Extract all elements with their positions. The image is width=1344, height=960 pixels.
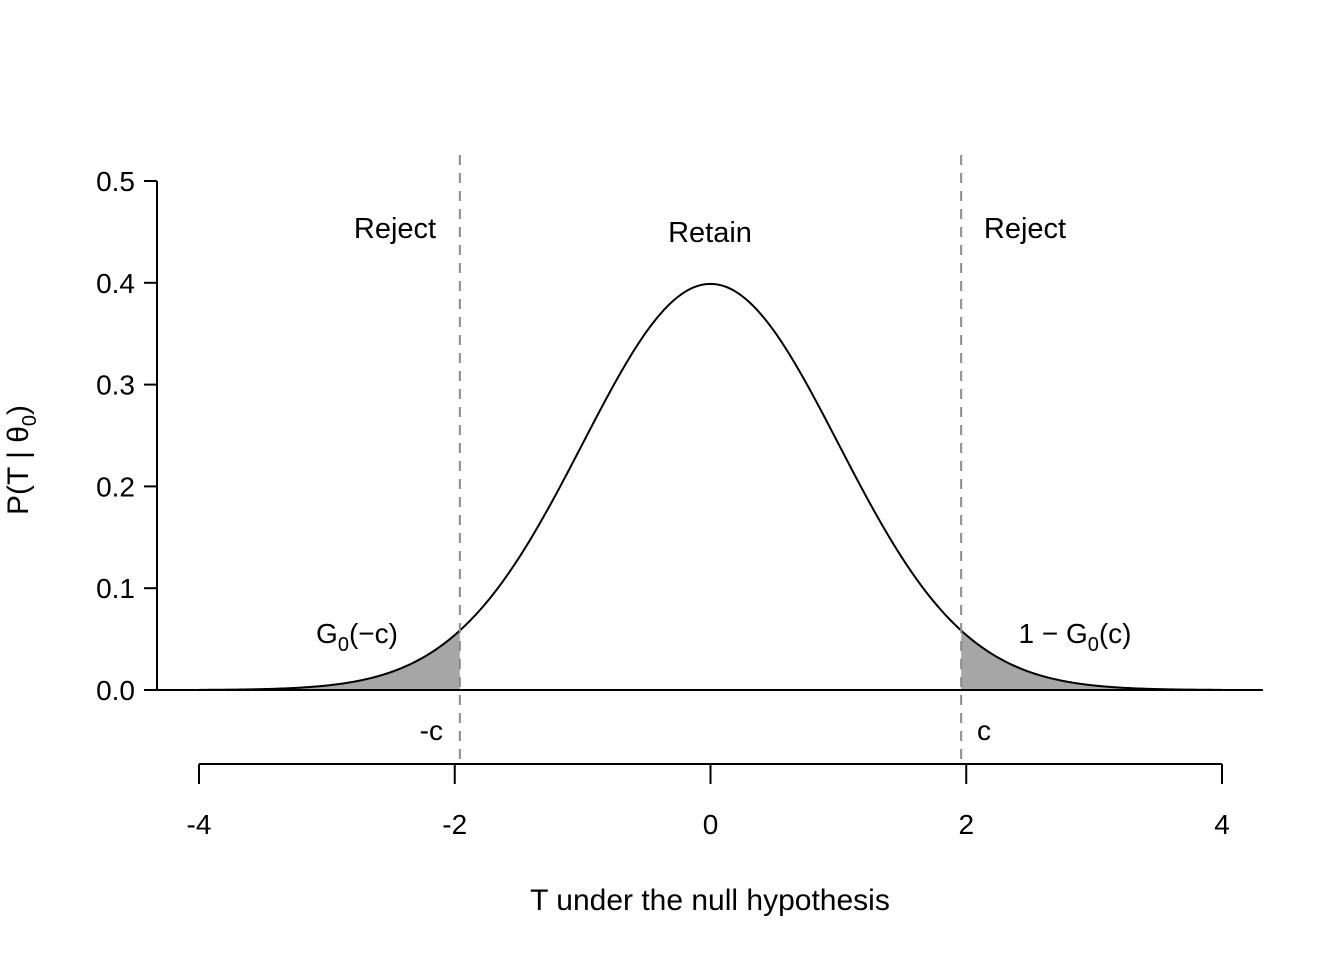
region-label-reject-left: Reject [354,213,436,245]
y-tick-label-2: 0.2 [96,471,135,502]
region-label-retain: Retain [668,217,752,249]
lines-layer [157,155,1263,764]
y-axis-title-sub: 0 [19,415,41,426]
y-tick-label-4: 0.4 [96,268,135,299]
x-tick-label-2: 0 [703,809,719,840]
y-axis-title-main: P(T | θ [2,426,35,515]
y-tick-label-3: 0.3 [96,370,135,401]
density-curve [198,282,1223,691]
tails-layer [199,630,1222,690]
upper-tail-area [961,630,1222,690]
y-tick-label-1: 0.1 [96,573,135,604]
lower-tail-area [199,630,460,690]
y-tick-label-0: 0.0 [96,675,135,706]
upper-tail-annotation: 1 − G0(c) [1018,618,1131,656]
x-tick-label-1: -2 [442,809,467,840]
y-axis-title: P(T | θ0) [2,405,41,515]
x-tick-label-3: 2 [958,809,974,840]
x-tick-label-4: 4 [1214,809,1230,840]
lower-tail-sub: 0 [338,634,349,656]
axes-layer: 0.0 0.1 0.2 0.3 0.4 0.5 -4 -2 0 2 4 [96,166,1230,840]
y-tick-label-5: 0.5 [96,166,135,197]
upper-tail-g: G [1066,618,1088,649]
upper-tail-arg: (c) [1099,618,1132,649]
lower-tail-annotation: G0(−c) [316,618,398,656]
lower-tail-g: G [316,618,338,649]
region-label-reject-right: Reject [984,213,1066,245]
labels-layer: T under the null hypothesis P(T | θ0) Re… [2,213,1132,917]
x-axis-title: T under the null hypothesis [530,884,890,917]
critical-label-upper: c [977,715,991,746]
lower-tail-arg: (−c) [349,618,398,649]
y-axis-title-close: ) [2,405,35,415]
critical-label-lower: -c [420,715,443,746]
x-tick-label-0: -4 [187,809,212,840]
upper-tail-sub: 0 [1088,634,1099,656]
upper-tail-prefix: 1 − [1018,618,1065,649]
